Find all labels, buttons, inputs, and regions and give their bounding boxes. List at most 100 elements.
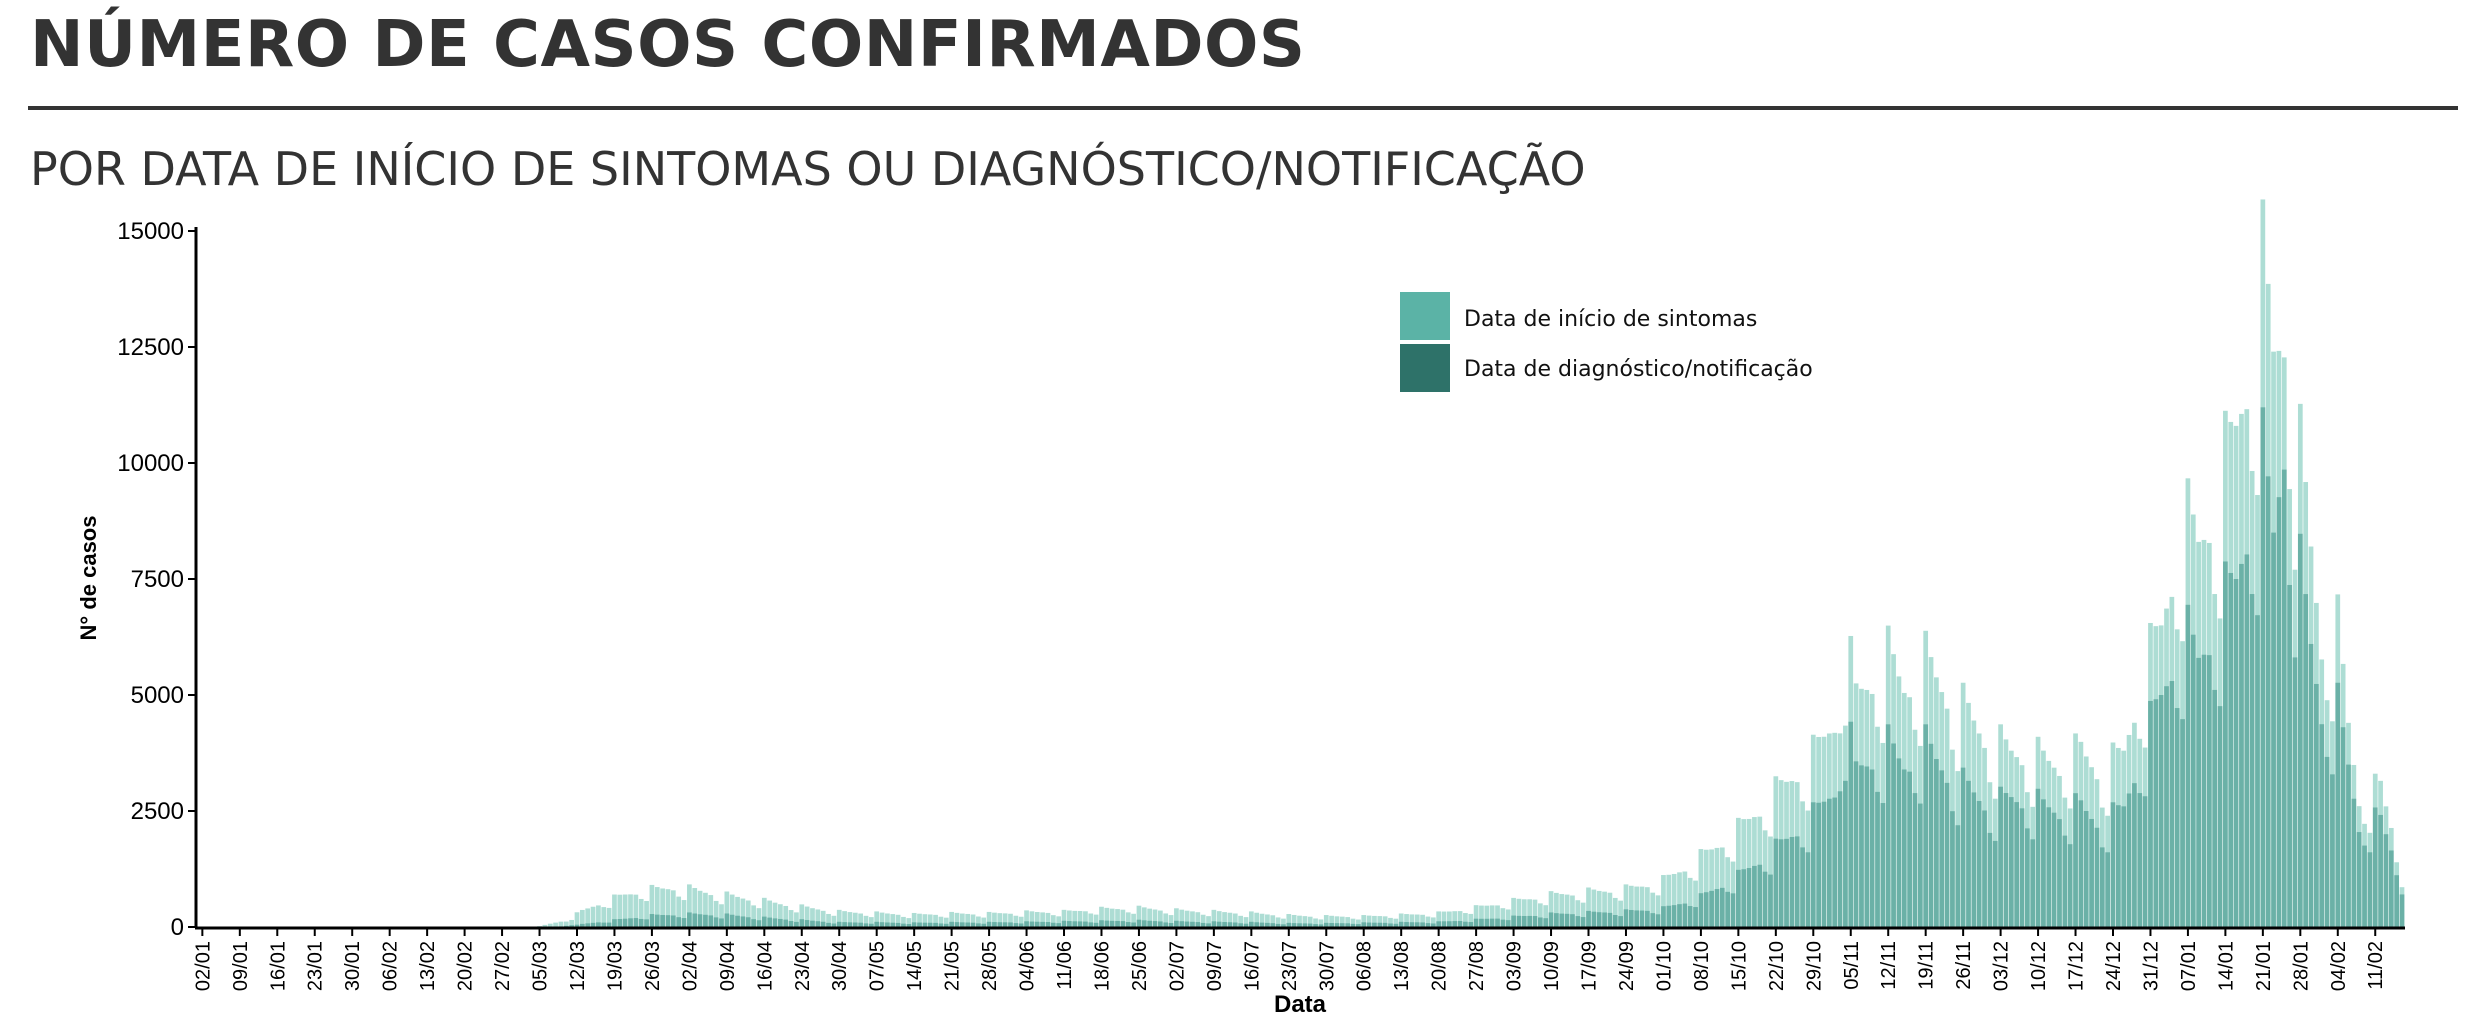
bar [1554, 892, 1559, 927]
legend-label-sintomas: Data de início de sintomas [1464, 307, 1757, 332]
bar [767, 900, 773, 927]
bar [1773, 838, 1779, 927]
bar [1714, 847, 1720, 927]
x-tick-label: 13/08 [1391, 941, 1413, 991]
bar [794, 912, 799, 927]
bar [1104, 907, 1110, 927]
bar [2089, 818, 2094, 927]
bar [1109, 908, 1115, 927]
bar [976, 916, 981, 927]
bar [1414, 922, 1420, 927]
bar [1950, 811, 1955, 927]
bar [1885, 724, 1891, 927]
bar [1286, 914, 1292, 927]
bar [617, 919, 623, 927]
bar [1334, 923, 1340, 927]
bar [1468, 922, 1474, 927]
legend-swatch-sintomas [1400, 292, 1450, 340]
bar [1671, 873, 1677, 927]
bar [676, 896, 682, 927]
bar [868, 917, 874, 927]
bar [1216, 921, 1222, 927]
bar [654, 887, 660, 927]
x-tick-label: 03/09 [1504, 941, 1526, 991]
bar [1596, 890, 1602, 927]
bar [2051, 812, 2057, 927]
bar [745, 917, 751, 927]
bar [2228, 572, 2234, 927]
x-tick-label: 24/09 [1616, 941, 1638, 991]
bar [1580, 902, 1586, 927]
bar [820, 910, 826, 927]
bar [1238, 915, 1243, 927]
x-tick-label: 06/02 [380, 941, 402, 991]
bar [1243, 923, 1249, 927]
x-tick-label: 23/07 [1279, 941, 1301, 991]
bar [1500, 919, 1506, 927]
bar [2025, 828, 2030, 927]
bar [1489, 905, 1495, 927]
bar [1489, 918, 1495, 927]
bar [1072, 910, 1078, 927]
bar [1248, 911, 1254, 927]
x-axis-label: Data [1274, 991, 1327, 1018]
bar [1880, 803, 1886, 927]
bar [1463, 913, 1468, 927]
bar [901, 916, 906, 927]
bar [2223, 561, 2228, 927]
bar [1131, 922, 1136, 927]
bar [719, 904, 724, 927]
bar [1158, 910, 1163, 927]
bar [1050, 915, 1056, 927]
title-rule [28, 106, 2458, 110]
bar [1580, 917, 1586, 927]
x-tick-label: 02/07 [1166, 941, 1188, 991]
bar [1896, 758, 1902, 927]
bar [1505, 909, 1511, 927]
bar [1869, 769, 1875, 927]
bar [2249, 594, 2255, 927]
x-tick-label: 24/12 [2103, 941, 2125, 991]
bar [1345, 923, 1351, 927]
x-tick-label: 30/04 [829, 941, 851, 991]
bar [1136, 919, 1142, 927]
bar [1147, 920, 1152, 927]
bar [847, 912, 853, 927]
bar [751, 905, 756, 927]
bar [1115, 920, 1120, 927]
bar [1682, 903, 1688, 927]
bar [729, 894, 735, 927]
bar [2356, 832, 2362, 927]
bar [2067, 844, 2073, 927]
bar [1243, 917, 1249, 927]
bar [2201, 654, 2207, 927]
bar [1361, 922, 1367, 927]
bar [1136, 905, 1142, 927]
bar [1275, 917, 1281, 927]
bar [1447, 911, 1452, 927]
bar [1163, 913, 1169, 927]
bar [799, 904, 805, 927]
bar [1757, 864, 1763, 927]
bar [569, 919, 574, 927]
bar [622, 894, 628, 927]
bar [1227, 912, 1233, 927]
bar [1259, 913, 1265, 927]
bar [1093, 914, 1099, 927]
bar [740, 898, 746, 927]
x-tick-label: 07/01 [2178, 941, 2200, 991]
bar [917, 922, 922, 927]
x-tick-label: 19/11 [1916, 941, 1938, 990]
y-tick-label: 2500 [131, 798, 184, 825]
bar [2362, 845, 2367, 927]
bar [1559, 894, 1565, 927]
bar [858, 922, 863, 927]
bar [2057, 819, 2062, 927]
bar [761, 916, 767, 927]
bar [542, 924, 548, 927]
bar [2367, 852, 2373, 927]
bar [2303, 594, 2309, 927]
bar [1628, 910, 1634, 927]
bar [633, 918, 639, 927]
bar [1409, 922, 1415, 927]
